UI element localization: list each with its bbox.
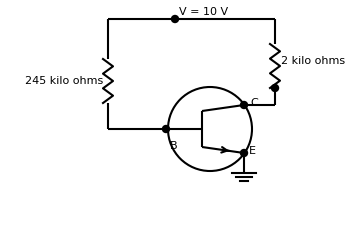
Text: B: B [170,141,178,151]
Circle shape [272,85,278,92]
Text: 245 kilo ohms: 245 kilo ohms [25,76,103,86]
Circle shape [163,125,170,133]
Text: C: C [250,98,258,108]
Text: 2 kilo ohms: 2 kilo ohms [281,56,345,66]
Circle shape [171,16,179,22]
Text: V = 10 V: V = 10 V [179,7,228,17]
Text: E: E [249,146,256,156]
Circle shape [241,150,248,156]
Circle shape [241,101,248,109]
